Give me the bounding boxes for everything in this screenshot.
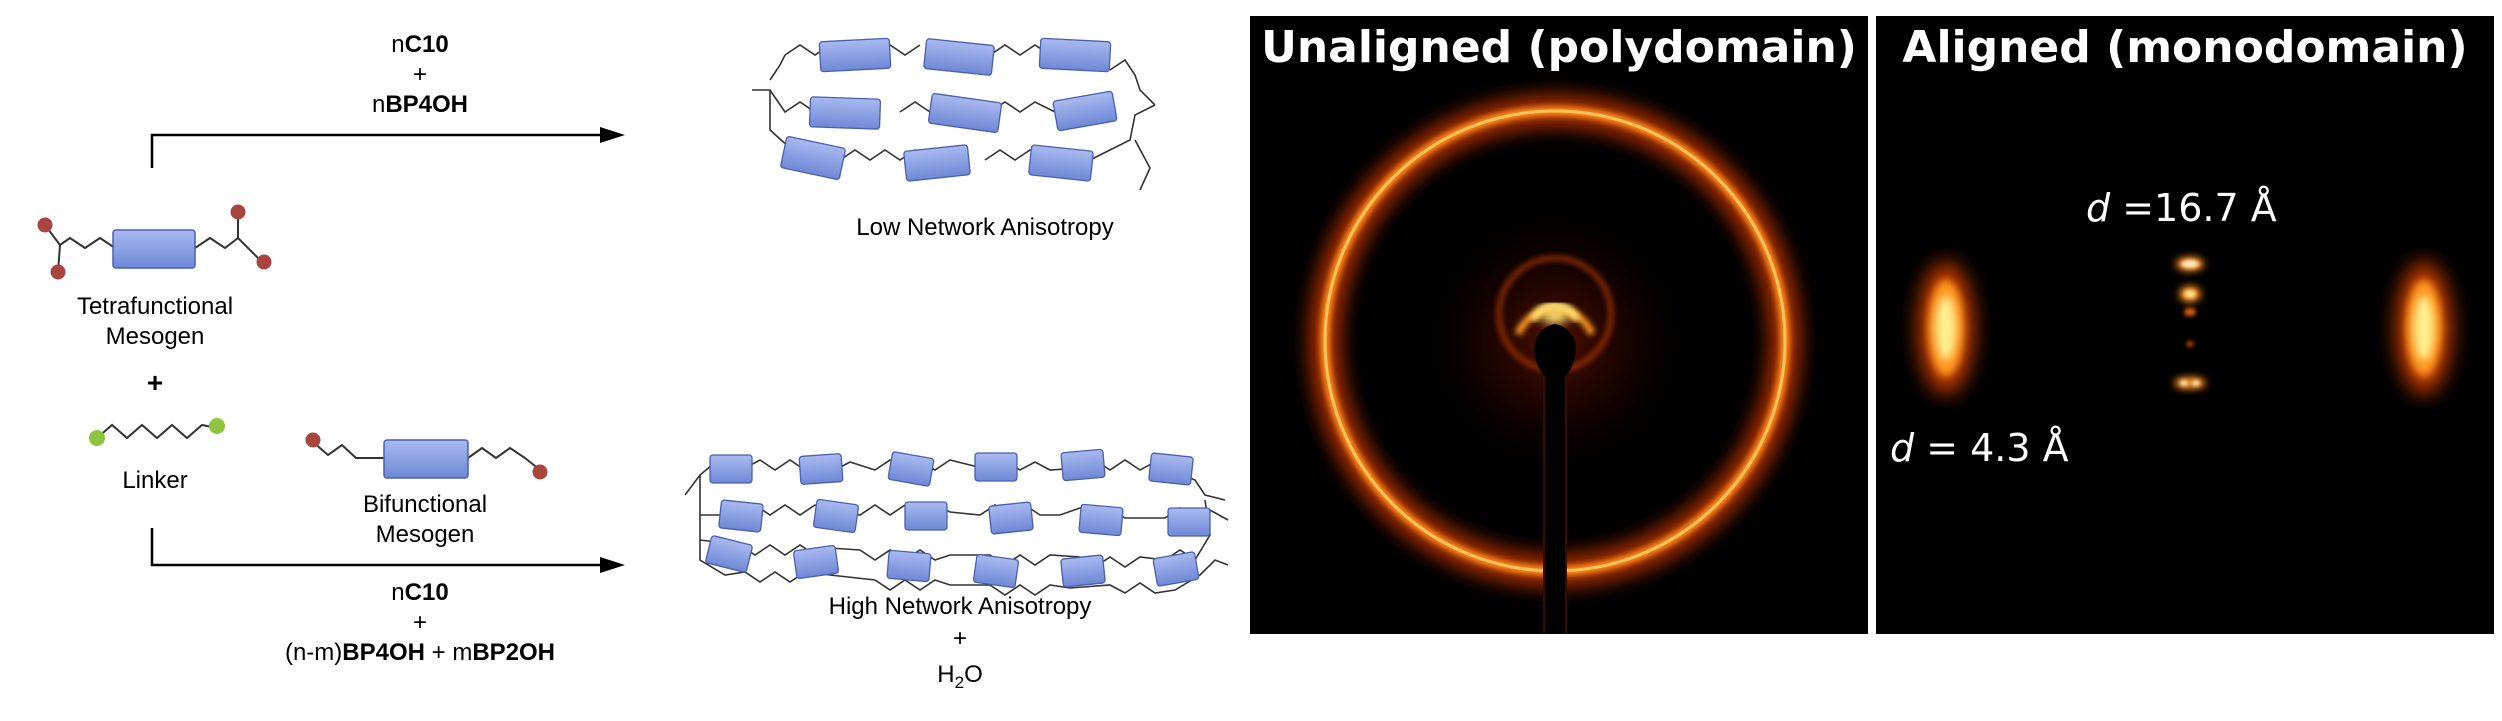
high-network-anisotropy-label: High Network Anisotropy — [828, 593, 1092, 620]
left-equatorial-arc — [1918, 262, 1974, 394]
bottom-conditions: nC10 + (n-m)BP4OH + mBP2OH — [284, 579, 556, 666]
right-equatorial-arc — [2396, 262, 2452, 394]
low-anisotropy-network-icon — [752, 37, 1156, 191]
plus-sign: + — [146, 367, 164, 398]
aligned-diffraction-pattern — [1918, 257, 2452, 394]
bottom-reaction-arrow — [150, 528, 625, 573]
top-conditions: nC10 + nBP4OH — [371, 31, 469, 118]
linker-label: Linker — [122, 467, 188, 494]
unaligned-title: Unaligned (polydomain) — [1261, 22, 1857, 73]
tetrafunctional-mesogen-icon — [37, 204, 272, 280]
reaction-scheme: nC10 + nBP4OH nC10 + (n-m)BP4OH + mBP2OH… — [0, 0, 1240, 716]
linker-icon — [89, 418, 225, 446]
top-reaction-arrow — [150, 127, 625, 168]
byproduct-plus: + — [952, 625, 967, 652]
meridional-reflections — [2174, 257, 2206, 389]
low-network-anisotropy-label: Low Network Anisotropy — [856, 214, 1114, 241]
scheme-graphics — [37, 37, 1229, 596]
unaligned-diffraction-pattern — [1308, 94, 1802, 634]
high-anisotropy-network-icon — [684, 448, 1229, 596]
water-byproduct: H2O — [937, 661, 983, 692]
bifunctional-mesogen-icon — [305, 432, 548, 480]
bifunctional-mesogen-label: Bifunctional Mesogen — [362, 491, 488, 548]
d-spacing-small-label: d = 4.3 Å — [1890, 426, 2069, 470]
tetrafunctional-mesogen-label: Tetrafunctional Mesogen — [76, 293, 234, 350]
aligned-xray-panel: Aligned (monodomain) d =16.7 Å d = 4.3 Å — [1876, 16, 2494, 634]
unaligned-xray-panel: Unaligned (polydomain) — [1250, 16, 1868, 634]
d-spacing-large-label: d =16.7 Å — [2086, 186, 2277, 230]
aligned-title: Aligned (monodomain) — [1902, 22, 2468, 73]
